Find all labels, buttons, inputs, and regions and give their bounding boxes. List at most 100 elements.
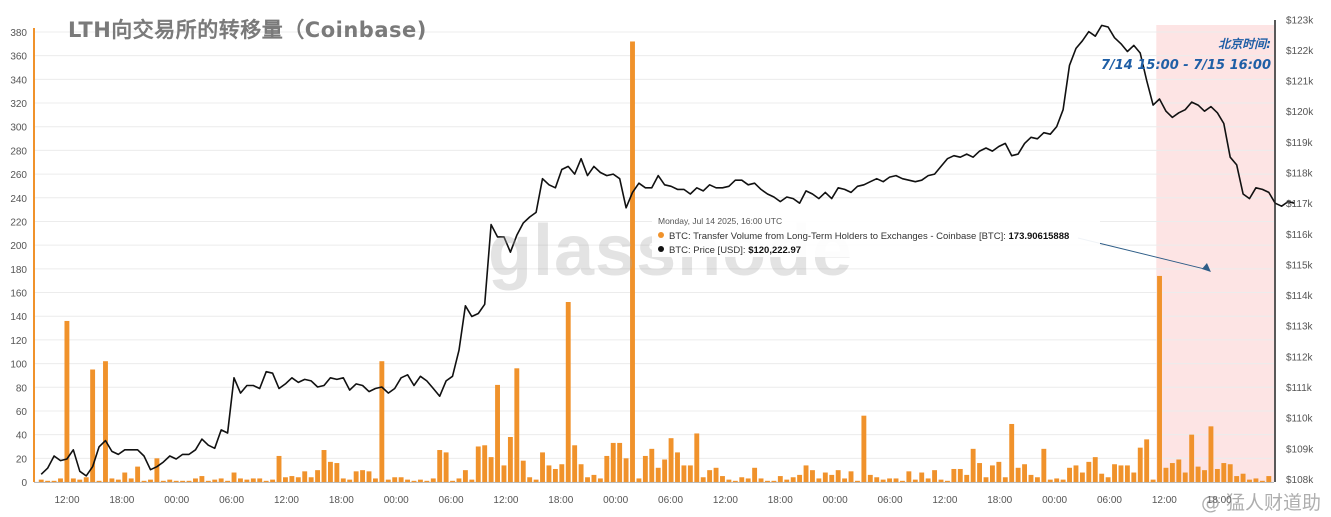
volume-bar	[1015, 467, 1021, 482]
volume-bar	[385, 479, 391, 482]
volume-bar	[1034, 477, 1040, 482]
volume-bar	[218, 478, 224, 482]
volume-bar	[1118, 465, 1124, 482]
volume-bar	[507, 437, 513, 482]
chart-title: LTH向交易所的转移量（Coinbase)	[68, 18, 427, 42]
volume-bar	[244, 479, 250, 482]
x-tick-label: 06:00	[877, 495, 902, 506]
price-line-group	[40, 24, 1295, 477]
volume-bar	[58, 478, 63, 482]
volume-bar	[1189, 434, 1195, 482]
volume-bar	[970, 448, 976, 482]
volume-bar	[398, 477, 404, 482]
volume-bar	[617, 442, 623, 482]
left-tick-label: 320	[10, 99, 27, 110]
volume-bar	[810, 470, 815, 482]
tooltip-volume-label: BTC: Transfer Volume from Long-Term Hold…	[669, 231, 1006, 242]
volume-bar	[424, 480, 430, 482]
orange-dot-icon	[658, 232, 664, 238]
volume-bar	[944, 480, 950, 482]
x-tick-label: 18:00	[768, 495, 793, 506]
volume-bar	[977, 463, 983, 482]
tooltip-volume-value: 173.90615888	[1008, 231, 1070, 242]
volume-bar	[533, 479, 539, 482]
volume-bar	[1060, 479, 1066, 482]
volume-bar	[989, 465, 995, 482]
right-tick-label: $121k	[1286, 77, 1314, 88]
volume-bar	[405, 479, 410, 482]
volume-bar	[1009, 423, 1015, 482]
volume-bar	[1202, 470, 1207, 482]
volume-bar	[96, 480, 102, 482]
x-tick-label: 18:00	[1207, 495, 1232, 506]
volume-bar	[1002, 477, 1008, 482]
transfer-volume-bars	[38, 41, 1272, 482]
volume-bar	[103, 361, 108, 482]
volume-bar	[655, 467, 661, 482]
volume-bar	[752, 467, 758, 482]
left-tick-label: 200	[10, 241, 27, 252]
annotation-line1: 北京时间:	[1218, 37, 1271, 51]
volume-bar	[855, 480, 860, 482]
x-tick-label: 00:00	[1042, 495, 1067, 506]
volume-bar	[919, 472, 925, 482]
tooltip-price-label: BTC: Price [USD]:	[669, 245, 746, 256]
volume-bar	[135, 466, 141, 482]
volume-bar	[270, 479, 276, 482]
volume-bar	[250, 478, 256, 482]
volume-bar	[1195, 466, 1201, 482]
volume-bar	[1047, 479, 1053, 482]
volume-bar	[257, 478, 263, 482]
volume-bar	[771, 480, 777, 482]
volume-bar	[45, 480, 51, 482]
left-tick-label: 300	[10, 123, 27, 134]
x-tick-label: 18:00	[548, 495, 573, 506]
volume-bar	[1041, 448, 1047, 482]
volume-bar	[315, 470, 321, 482]
volume-bar	[1214, 468, 1220, 482]
volume-bar	[295, 477, 301, 482]
volume-bar	[225, 480, 231, 482]
volume-bar	[1131, 472, 1137, 482]
volume-bar	[591, 474, 597, 482]
volume-bar	[122, 472, 128, 482]
x-tick-label: 18:00	[987, 495, 1012, 506]
volume-bar	[784, 479, 790, 482]
volume-bar	[546, 465, 552, 482]
volume-bar	[289, 476, 295, 482]
volume-bar	[585, 477, 590, 482]
volume-bar	[848, 471, 854, 482]
volume-bar	[469, 479, 475, 482]
volume-bar	[51, 480, 57, 482]
left-tick-label: 240	[10, 194, 27, 205]
annotation-line2: 7/14 15:00 - 7/15 16:00	[1100, 58, 1271, 73]
volume-bar	[867, 474, 873, 482]
volume-bar	[1208, 426, 1214, 482]
volume-bar	[604, 455, 610, 482]
volume-bar	[321, 450, 327, 482]
volume-bar	[167, 479, 173, 482]
volume-bar	[64, 320, 70, 482]
volume-bar	[372, 478, 378, 482]
volume-bar	[1150, 479, 1156, 482]
volume-bar	[1124, 465, 1130, 482]
volume-bar	[180, 480, 186, 482]
left-tick-label: 180	[10, 265, 27, 276]
volume-bar	[675, 452, 680, 482]
volume-bar	[1169, 463, 1175, 482]
volume-bar	[1227, 464, 1233, 482]
volume-bar	[726, 479, 732, 482]
volume-bar	[1157, 275, 1162, 482]
tooltip-price-value: $120,222.97	[748, 245, 802, 256]
volume-bar	[887, 478, 893, 482]
volume-bar	[1253, 478, 1259, 482]
volume-bar	[662, 459, 668, 482]
volume-bar	[38, 479, 44, 482]
volume-bar	[83, 477, 89, 482]
volume-bar	[1144, 439, 1150, 482]
volume-bar	[623, 458, 629, 482]
right-tick-label: $109k	[1286, 444, 1314, 455]
volume-bar	[1105, 477, 1111, 482]
volume-bar	[462, 470, 468, 482]
author-credit: @ 猛人财道助	[1200, 492, 1321, 514]
